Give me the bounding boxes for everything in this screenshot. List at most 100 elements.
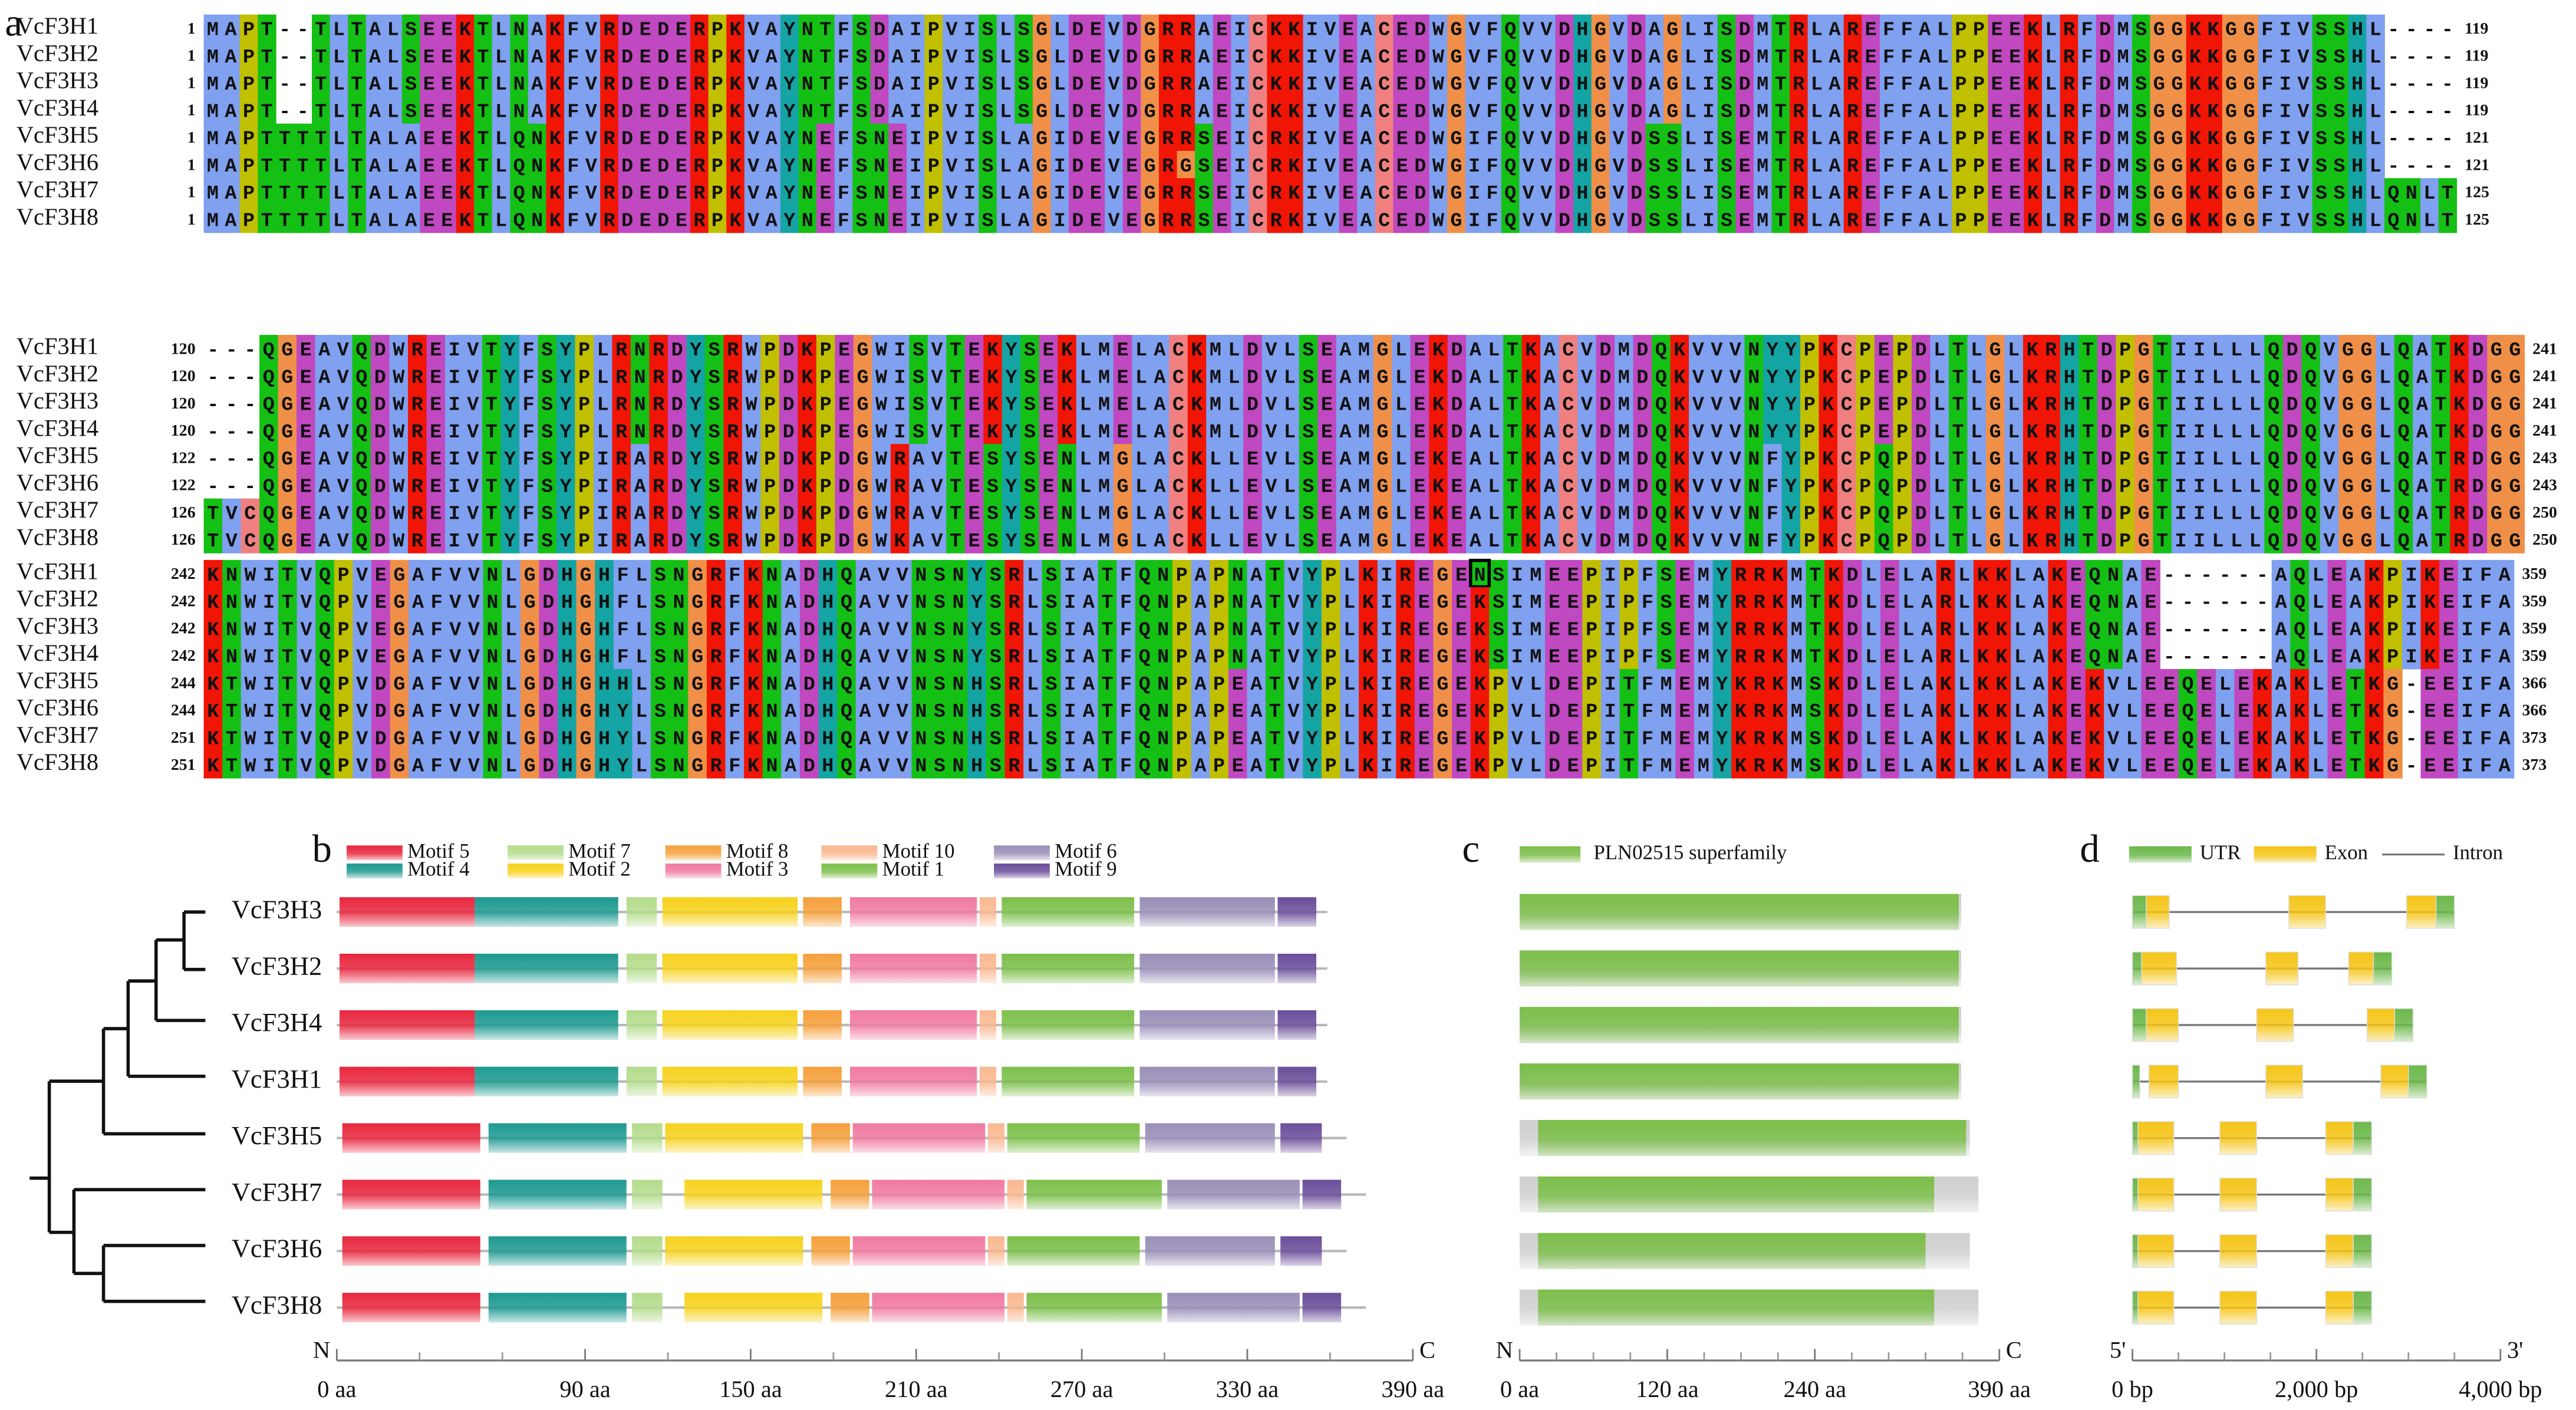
residue: V [931,476,944,498]
residue: E [2009,47,2021,69]
residue: S [1302,421,1314,444]
residue: P [1955,19,1966,41]
residue-background [1681,14,1701,42]
residue-background [708,14,727,42]
residue-background [2258,41,2277,70]
residue: S [934,565,946,587]
residue: G [1989,340,2001,362]
residue: F [838,101,849,123]
residue: G [2342,367,2354,389]
residue: N [1157,565,1169,587]
residue: E [1884,565,1896,587]
residue: Y [1767,394,1778,416]
residue: G [857,421,869,444]
residue: K [801,503,813,525]
residue-background [870,14,890,42]
residue: - [2442,156,2453,178]
residue: E [819,183,831,205]
residue: M [1098,531,1110,553]
residue: D [2472,449,2483,471]
residue: R [1847,183,1859,205]
residue: L [2014,592,2026,614]
residue: W [245,646,257,668]
residue: V [931,367,944,389]
residue: P [1973,183,1985,205]
residue: H [2064,421,2076,444]
residue: I [1702,128,1714,150]
residue: R [1270,156,1283,178]
residue: F [1487,19,1498,41]
residue: N [874,156,885,178]
residue: D [374,340,386,362]
residue: K [801,394,813,416]
residue: A [225,156,237,178]
residue-background [924,41,943,70]
residue: N [1748,394,1760,416]
residue: E [1126,156,1138,178]
residue: R [1847,74,1859,96]
residue: E [1090,101,1102,123]
residue: G [2225,183,2237,205]
residue-background [672,41,691,70]
residue: Y [560,421,572,444]
residue: E [892,183,904,205]
residue: V [1613,210,1625,232]
residue: L [1865,619,1877,641]
residue: D [2099,210,2111,232]
residue: M [1757,47,1768,69]
residue: G [2225,47,2237,69]
residue: L [1054,19,1066,41]
residue-background [1826,41,1844,70]
residue: L [387,47,399,69]
residue-background [456,41,475,70]
residue: E [1418,565,1430,587]
start-position: 1 [187,19,196,38]
residue: I [263,592,275,614]
residue: E [969,394,980,416]
residue: R [2045,503,2057,525]
residue: S [1649,210,1661,232]
residue: D [1915,340,1927,362]
residue: T [351,156,363,178]
residue: R [2453,449,2466,471]
residue: T [2082,367,2094,389]
residue: L [387,101,399,123]
residue: R [1940,592,1952,614]
residue: K [549,19,562,41]
residue: E [819,210,831,232]
residue: H [2064,503,2076,525]
residue: V [467,421,479,444]
residue: A [766,183,778,205]
residue: I [1306,101,1318,123]
residue: F [617,619,629,641]
residue: A [1649,47,1661,69]
residue: C [1562,476,1574,498]
residue: G [281,421,293,444]
residue: G [857,476,869,498]
residue: I [2193,394,2205,416]
residue: F [838,19,849,41]
residue-background [1122,41,1142,70]
residue: V [300,565,312,587]
residue: N [1061,531,1073,553]
residue: Q [355,367,367,389]
residue: F [2081,128,2093,150]
residue: L [2370,210,2381,232]
residue: Y [690,531,701,553]
residue-background [492,14,511,42]
residue: E [1679,619,1691,641]
residue: I [2279,183,2291,205]
residue: G [2153,47,2165,69]
residue: E [676,101,687,123]
end-position: 250 [2532,503,2557,522]
residue: E [1247,449,1259,471]
residue: K [549,128,562,150]
residue: S [855,210,867,232]
residue-background [348,69,367,97]
residue: A [318,367,331,389]
residue-background [1952,41,1971,70]
residue: L [2008,421,2020,444]
residue: R [2453,531,2466,553]
residue: E [1455,565,1467,587]
